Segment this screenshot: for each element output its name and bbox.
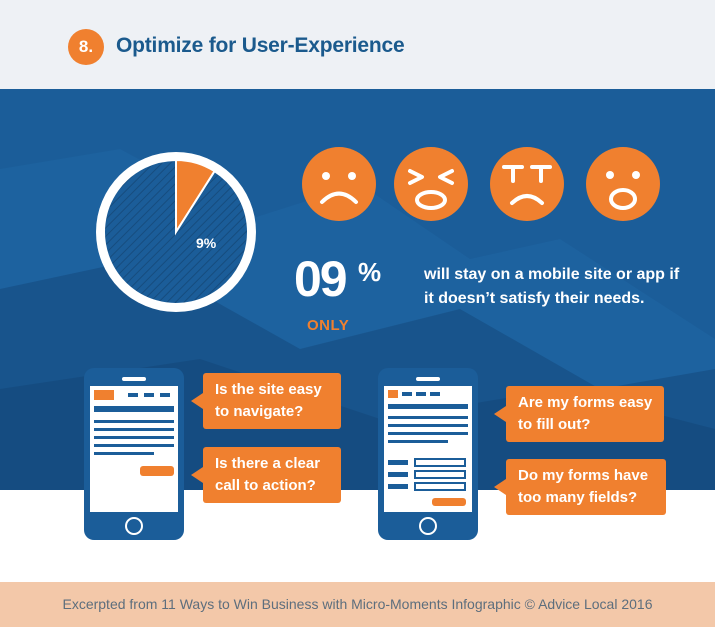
section-title: Optimize for User-Experience — [116, 34, 405, 57]
phone-speaker — [416, 377, 440, 381]
phone-screen — [384, 386, 472, 512]
content-line — [94, 420, 174, 423]
content-line — [94, 406, 174, 412]
content-line — [94, 428, 174, 431]
site-logo-block — [388, 390, 398, 398]
pie-chart — [96, 152, 256, 312]
content-line — [388, 440, 448, 443]
crying-face-icon — [490, 147, 564, 221]
bubble-pointer — [191, 467, 203, 483]
form-label — [388, 484, 408, 489]
stat-unit: % — [358, 257, 382, 287]
content-line — [94, 444, 174, 447]
stat-description: will stay on a mobile site or app if it … — [424, 266, 680, 307]
content-line — [94, 436, 174, 439]
form-label — [388, 460, 408, 465]
header-bar: 8. Optimize for User-Experience — [0, 0, 715, 89]
submit-button — [432, 498, 466, 506]
bubble-pointer — [191, 393, 203, 409]
nav-item — [430, 392, 440, 396]
content-line — [94, 452, 154, 455]
nav-item — [160, 393, 170, 397]
site-logo-block — [94, 390, 114, 400]
nav-item — [402, 392, 412, 396]
phone-mockup-right — [378, 368, 478, 540]
question-text: Is the site easy to navigate? — [215, 381, 322, 420]
pie-slice-label: 9% — [196, 235, 217, 251]
nav-item — [144, 393, 154, 397]
footer-bar: Excerpted from 11 Ways to Win Business w… — [0, 582, 715, 627]
question-bubble-cta: Is there a clear call to action? — [191, 447, 341, 503]
pie-slice-remainder — [103, 158, 249, 305]
question-text: Are my forms easy to fill out? — [518, 394, 653, 433]
stat-qualifier: ONLY — [307, 317, 350, 334]
shocked-face-icon — [586, 147, 660, 221]
question-text: Do my forms have too many fields? — [518, 467, 649, 506]
sad-face-icon — [302, 147, 376, 221]
content-line — [388, 404, 468, 409]
question-bubble-forms: Are my forms easy to fill out? — [494, 386, 664, 442]
cta-button — [140, 466, 174, 476]
stat-number: 09 — [294, 251, 348, 307]
home-button-icon — [125, 517, 143, 535]
bubble-pointer — [494, 406, 506, 422]
form-field — [414, 482, 466, 491]
content-line — [388, 432, 468, 435]
nav-item — [416, 392, 426, 396]
form-field — [414, 458, 466, 467]
form-field — [414, 470, 466, 479]
question-text: Is there a clear call to action? — [215, 455, 321, 494]
form-label — [388, 472, 408, 477]
squinting-face-icon — [394, 147, 468, 221]
phone-screen — [90, 386, 178, 512]
phone-speaker — [122, 377, 146, 381]
content-line — [388, 416, 468, 419]
phone-mockup-left — [84, 368, 184, 540]
bubble-pointer — [494, 479, 506, 495]
content-line — [388, 424, 468, 427]
home-button-icon — [419, 517, 437, 535]
question-bubble-navigate: Is the site easy to navigate? — [191, 373, 341, 429]
nav-item — [128, 393, 138, 397]
step-number-badge: 8. — [68, 29, 104, 65]
question-bubble-fields: Do my forms have too many fields? — [494, 459, 666, 515]
footer-credit: Excerpted from 11 Ways to Win Business w… — [62, 596, 653, 612]
